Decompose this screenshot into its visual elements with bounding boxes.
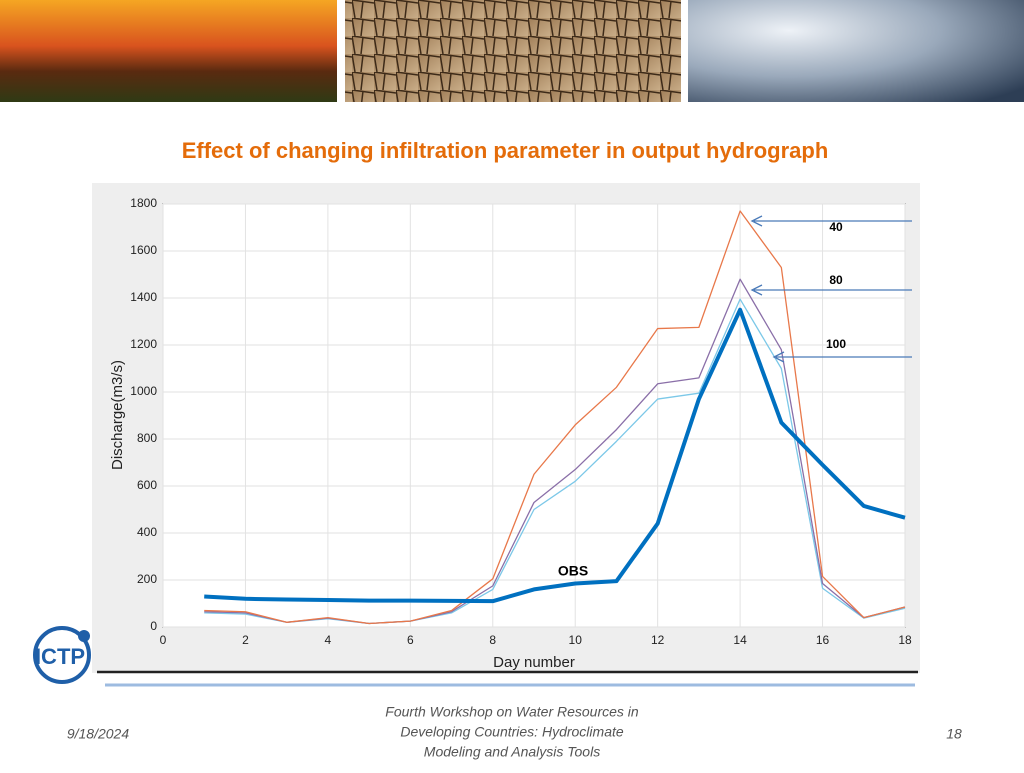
header-image-hurricane — [688, 0, 1024, 102]
header-image-drought — [345, 0, 681, 102]
y-tick-label: 0 — [150, 619, 157, 633]
annotation-label: 100 — [826, 337, 846, 351]
x-tick-label: 2 — [242, 633, 249, 647]
footer-text: Modeling and Analysis Tools — [424, 744, 600, 760]
footer-page: 18 — [946, 726, 962, 742]
y-tick-label: 400 — [137, 525, 157, 539]
x-tick-label: 6 — [407, 633, 414, 647]
annotation-arrows — [750, 215, 912, 363]
x-tick-label: 18 — [898, 633, 912, 647]
logo-ring — [33, 626, 91, 684]
y-tick-label: 1400 — [130, 290, 157, 304]
footer-text: Fourth Workshop on Water Resources in — [385, 704, 639, 720]
x-axis-label: Day number — [493, 654, 575, 671]
footer-text: Developing Countries: Hydroclimate — [400, 724, 624, 740]
y-tick-label: 1200 — [130, 337, 157, 351]
y-tick-label: 800 — [137, 431, 157, 445]
y-tick-label: 600 — [137, 478, 157, 492]
x-tick-label: 14 — [733, 633, 747, 647]
y-tick-label: 1600 — [130, 243, 157, 257]
x-tick-label: 0 — [160, 633, 167, 647]
logo-dot — [78, 630, 90, 642]
header-image-fire — [0, 0, 337, 102]
y-axis-label: Discharge(m3/s) — [109, 360, 126, 470]
x-tick-label: 12 — [651, 633, 665, 647]
annotation-label: OBS — [558, 563, 588, 579]
series-line — [204, 307, 906, 604]
x-tick-label: 4 — [325, 633, 332, 647]
annotation-label: 40 — [829, 220, 843, 234]
x-tick-label: 8 — [489, 633, 496, 647]
annotation-label: 80 — [829, 273, 843, 287]
x-tick-label: 16 — [816, 633, 830, 647]
plot-area — [162, 203, 906, 628]
x-tick-label: 10 — [569, 633, 583, 647]
footer-date: 9/18/2024 — [67, 726, 129, 742]
y-tick-label: 1800 — [130, 196, 157, 210]
logo-text: ICTP — [35, 644, 85, 669]
y-tick-label: 1000 — [130, 384, 157, 398]
y-tick-label: 200 — [137, 572, 157, 586]
series-line — [204, 210, 906, 625]
slide-title: Effect of changing infiltration paramete… — [182, 138, 829, 163]
